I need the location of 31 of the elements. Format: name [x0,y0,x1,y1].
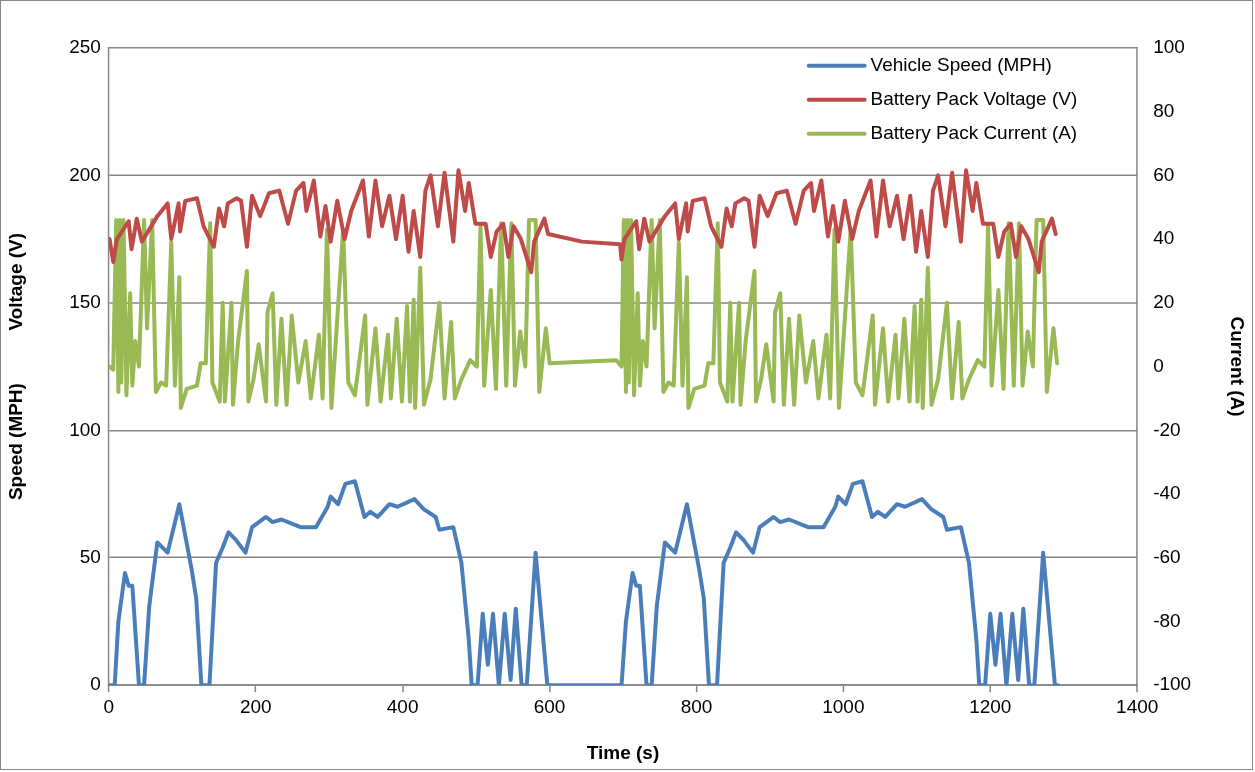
y2-tick-label: 20 [1153,291,1175,313]
y-tick-label: 50 [79,545,101,567]
y2-tick-label: 80 [1153,99,1175,121]
x-tick-label: 600 [533,695,566,717]
legend-label: Battery Pack Voltage (V) [870,87,1078,109]
legend-label: Vehicle Speed (MPH) [870,54,1052,76]
y2-tick-label: 100 [1153,36,1185,58]
x-axis-title: Time (s) [586,741,660,763]
y2-tick-label: -100 [1153,673,1192,695]
x-tick-label: 200 [239,695,272,717]
x-tick-label: 800 [680,695,713,717]
y2-tick-label: -20 [1153,418,1181,440]
y-tick-label: 200 [69,163,101,185]
y2-tick-label: -80 [1153,609,1181,631]
x-tick-label: 400 [386,695,419,717]
x-tick-label: 1000 [822,695,865,717]
y2-tick-label: 60 [1153,163,1175,185]
y-tick-label: 0 [90,673,101,695]
y2-tick-label: -60 [1153,545,1181,567]
y-tick-label: 100 [69,418,101,440]
y2-tick-label: -40 [1153,482,1181,504]
x-tick-label: 0 [103,695,115,717]
x-tick-label: 1200 [969,695,1012,717]
x-tick-label: 1400 [1116,695,1159,717]
y-tick-label: 250 [69,36,101,58]
y-tick-label: 150 [69,291,101,313]
y-axis-title: Speed (MPH) Voltage (V) [4,233,26,501]
y2-tick-label: 40 [1153,227,1175,249]
y2-tick-label: 0 [1153,354,1164,376]
legend-label: Battery Pack Current (A) [870,121,1078,143]
y2-axis-title: Current (A) [1227,316,1249,417]
